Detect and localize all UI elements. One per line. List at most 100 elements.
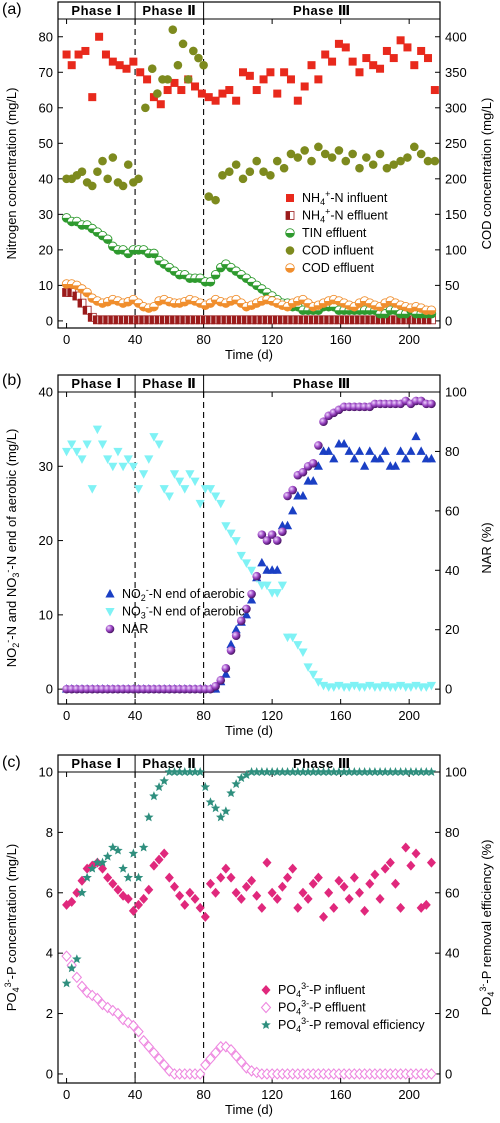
data-point [308, 476, 318, 485]
data-point [236, 551, 246, 561]
data-point [118, 181, 128, 191]
y-axis-label: NO2--N and NO3--N end of aerobic (mg/L) [3, 429, 21, 668]
data-point [236, 1056, 247, 1068]
legend-marker [105, 589, 115, 598]
data-point [195, 499, 205, 509]
data-point [395, 767, 406, 777]
data-point [195, 902, 205, 913]
data-point [257, 767, 267, 777]
data-point [389, 160, 399, 169]
data-point [375, 683, 385, 692]
legend-marker [260, 1001, 272, 1014]
data-point [159, 776, 169, 786]
x-tick-label: 120 [261, 1087, 283, 1102]
data-point [308, 878, 318, 889]
data-point [153, 1053, 165, 1065]
data-point [313, 872, 323, 883]
data-point [87, 989, 98, 1002]
y2-tick-label: 300 [445, 100, 467, 115]
data-point [231, 160, 241, 169]
data-point [341, 43, 350, 52]
y-tick-label: 2 [46, 1006, 53, 1021]
data-point [97, 998, 108, 1011]
data-point [149, 791, 159, 801]
data-point [382, 46, 391, 55]
x-axis-label: Time (d) [225, 347, 273, 362]
data-point [77, 887, 87, 897]
data-point [216, 872, 226, 883]
legend-marker [261, 985, 271, 995]
data-point [283, 872, 293, 883]
data-point [190, 477, 200, 487]
data-point [267, 530, 277, 539]
phase-label: Phase Ⅰ [71, 756, 121, 771]
data-point [406, 446, 416, 455]
y2-tick-label: 400 [445, 29, 467, 44]
data-point [349, 453, 359, 463]
x-tick-label: 200 [398, 708, 420, 723]
data-point [328, 57, 337, 66]
data-point [122, 64, 131, 73]
data-point [318, 767, 329, 777]
data-point [200, 911, 210, 922]
legend-marker [261, 1020, 271, 1030]
data-point [252, 86, 261, 95]
x-tick-label: 40 [128, 332, 142, 347]
data-point [288, 863, 298, 874]
data-point [329, 767, 339, 777]
data-point [259, 75, 268, 84]
x-tick-label: 120 [261, 708, 283, 723]
y2-tick-label: 100 [445, 385, 467, 400]
data-point [298, 467, 308, 477]
data-point [230, 1050, 242, 1062]
data-point [194, 1068, 206, 1080]
data-point [232, 96, 241, 105]
data-point [225, 1043, 237, 1056]
data-point [138, 842, 149, 852]
data-point [246, 767, 257, 777]
series-2 [62, 396, 436, 694]
data-point [288, 485, 297, 495]
data-point [242, 604, 251, 614]
data-point [313, 767, 324, 777]
data-point [272, 156, 282, 166]
y2-axis-label: NAR (%) [479, 522, 494, 573]
data-point [102, 234, 113, 244]
data-point [123, 872, 133, 882]
data-point [195, 767, 205, 777]
data-point [149, 433, 159, 442]
data-point [180, 767, 190, 777]
data-point [82, 440, 92, 449]
data-point [380, 446, 390, 455]
data-point [144, 884, 154, 895]
data-point [199, 60, 208, 70]
data-point [92, 992, 103, 1005]
data-point [354, 446, 365, 455]
data-point [280, 68, 289, 77]
y-tick-label: 70 [39, 65, 53, 80]
data-point [67, 61, 76, 70]
data-point [204, 192, 214, 201]
y2-tick-label: 20 [445, 1006, 459, 1021]
data-point [133, 1025, 144, 1038]
data-point [205, 277, 216, 287]
y-tick-label: 20 [39, 533, 53, 548]
data-point [133, 485, 144, 494]
data-point [118, 863, 128, 873]
data-point [273, 89, 282, 98]
data-point [421, 767, 432, 777]
y-tick-label: 0 [46, 682, 53, 697]
data-point [277, 581, 288, 591]
data-point [426, 681, 437, 691]
data-point [71, 971, 83, 984]
x-tick-label: 40 [128, 708, 142, 723]
data-point [190, 893, 200, 904]
data-point [159, 848, 169, 859]
y2-tick-label: 150 [445, 207, 467, 222]
y2-tick-label: 80 [445, 825, 459, 840]
data-point [226, 639, 236, 649]
data-point [236, 773, 247, 783]
data-point [67, 896, 77, 907]
data-point [231, 631, 241, 640]
